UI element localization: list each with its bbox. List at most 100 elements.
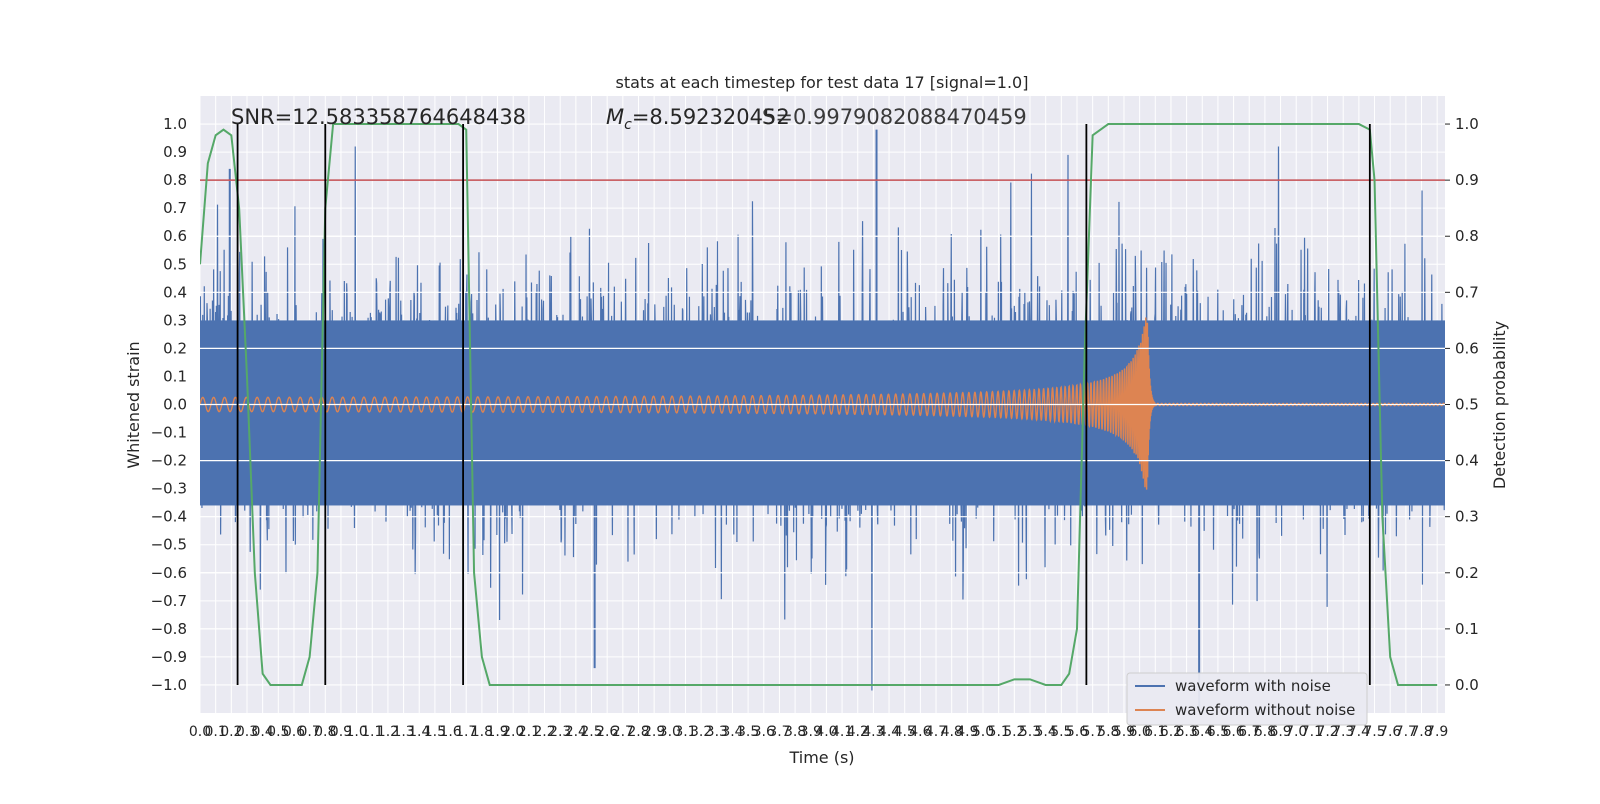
x-tick-label: 6.5 bbox=[1207, 724, 1229, 740]
legend-box bbox=[1126, 672, 1368, 726]
x-tick-label: 5.6 bbox=[1066, 724, 1088, 740]
y-tick-label: 0.5 bbox=[163, 255, 187, 273]
vertical-markers bbox=[236, 124, 1371, 685]
x-tick-label: 0.8 bbox=[314, 724, 336, 740]
x-tick-label: 4.9 bbox=[956, 724, 978, 740]
x-tick-label: 1.0 bbox=[345, 724, 367, 740]
x-tick-label: 6.1 bbox=[1144, 724, 1166, 740]
x-tick-label: 3.1 bbox=[674, 724, 696, 740]
second-annotation: S=0.9979082088470459 bbox=[762, 105, 1027, 129]
x-tick-label: 1.2 bbox=[377, 724, 399, 740]
x-tick-label: 1.8 bbox=[471, 724, 493, 740]
y-tick-label: 0.2 bbox=[163, 339, 187, 357]
x-tick-label: 0.3 bbox=[236, 724, 258, 740]
y2-axis-label: Detection probability bbox=[1490, 321, 1509, 489]
y2-tick-label: 1.0 bbox=[1455, 115, 1479, 133]
x-tick-label: 4.8 bbox=[941, 724, 963, 740]
y-tick-label: 0.9 bbox=[163, 143, 187, 161]
x-tick-label: 6.6 bbox=[1222, 724, 1244, 740]
series-waveform-without-noise bbox=[200, 317, 1445, 490]
x-tick-label: 7.5 bbox=[1363, 724, 1385, 740]
y2-tick-label: 0.3 bbox=[1455, 508, 1479, 526]
x-tick-label: 2.3 bbox=[549, 724, 571, 740]
x-tick-label: 4.3 bbox=[862, 724, 884, 740]
x-tick-label: 6.9 bbox=[1269, 724, 1291, 740]
x-tick-label: 6.0 bbox=[1128, 724, 1150, 740]
y2-tick-label: 0.4 bbox=[1455, 452, 1479, 470]
x-tick-label: 0.5 bbox=[267, 724, 289, 740]
x-tick-label: 5.1 bbox=[988, 724, 1010, 740]
x-tick-label: 1.4 bbox=[408, 724, 430, 740]
x-tick-label: 4.6 bbox=[909, 724, 931, 740]
x-tick-label: 3.0 bbox=[659, 724, 681, 740]
x-tick-label: 5.5 bbox=[1050, 724, 1072, 740]
x-tick-label: 1.5 bbox=[424, 724, 446, 740]
x-tick-label: 0.9 bbox=[330, 724, 352, 740]
x-tick-label: 3.5 bbox=[737, 724, 759, 740]
second-prefix: S bbox=[762, 105, 775, 129]
x-tick-label: 6.8 bbox=[1254, 724, 1276, 740]
y-tick-label: 0.0 bbox=[163, 396, 187, 414]
x-tick-label: 3.4 bbox=[721, 724, 743, 740]
clean-trace bbox=[200, 317, 1445, 490]
x-tick-label: 1.1 bbox=[361, 724, 383, 740]
x-tick-label: 5.7 bbox=[1082, 724, 1104, 740]
x-tick-label: 0.0 bbox=[189, 724, 211, 740]
y2-tick-label: 0.6 bbox=[1455, 339, 1479, 357]
y-tick-label: 0.7 bbox=[163, 199, 187, 217]
x-tick-label: 2.2 bbox=[533, 724, 555, 740]
x-tick-label: 2.1 bbox=[518, 724, 540, 740]
x-tick-label: 2.6 bbox=[596, 724, 618, 740]
y-tick-label: 0.8 bbox=[163, 171, 187, 189]
y-tick-label: −0.1 bbox=[151, 424, 187, 442]
x-tick-label: 0.6 bbox=[283, 724, 305, 740]
x-tick-label: 2.0 bbox=[502, 724, 524, 740]
y-tick-label: 0.6 bbox=[163, 227, 187, 245]
x-tick-label: 6.7 bbox=[1238, 724, 1260, 740]
x-tick-label: 4.5 bbox=[894, 724, 916, 740]
y-tick-label: 1.0 bbox=[163, 115, 187, 133]
x-tick-label: 2.7 bbox=[612, 724, 634, 740]
legend-label-noise: waveform with noise bbox=[1175, 677, 1331, 695]
y-axis-ticks: −1.0 −0.9 −0.8 −0.7 −0.6 −0.5 −0.4 −0.3 −0.2 −0.1… bbox=[151, 115, 187, 694]
y2-tick-label: 0.0 bbox=[1455, 676, 1479, 694]
x-tick-label: 7.4 bbox=[1348, 724, 1370, 740]
y2-tick-label: 0.7 bbox=[1455, 283, 1479, 301]
x-tick-label: 7.3 bbox=[1332, 724, 1354, 740]
y-tick-label: −0.9 bbox=[151, 648, 187, 666]
y2-tick-label: 0.2 bbox=[1455, 564, 1479, 582]
y-tick-label: −0.6 bbox=[151, 564, 187, 582]
x-tick-label: 1.9 bbox=[486, 724, 508, 740]
probability-trace bbox=[200, 123, 1438, 686]
y-tick-label: −0.4 bbox=[151, 508, 187, 526]
snr-annotation: SNR=12.583358764648438 bbox=[231, 105, 526, 129]
x-tick-label: 3.9 bbox=[800, 724, 822, 740]
x-tick-label: 5.8 bbox=[1097, 724, 1119, 740]
second-value: =0.9979082088470459 bbox=[775, 105, 1026, 129]
x-tick-label: 6.4 bbox=[1191, 724, 1213, 740]
x-tick-label: 7.1 bbox=[1301, 724, 1323, 740]
x-tick-label: 6.3 bbox=[1175, 724, 1197, 740]
x-tick-label: 7.9 bbox=[1426, 724, 1448, 740]
mc-symbol: M bbox=[606, 105, 624, 129]
x-tick-label: 5.3 bbox=[1019, 724, 1041, 740]
y-tick-label: −0.7 bbox=[151, 592, 187, 610]
y-tick-label: −0.5 bbox=[151, 536, 187, 554]
x-tick-label: 0.4 bbox=[252, 724, 274, 740]
x-tick-label: 3.6 bbox=[753, 724, 775, 740]
x-tick-label: 3.8 bbox=[784, 724, 806, 740]
x-tick-label: 1.7 bbox=[455, 724, 477, 740]
y2-tick-label: 0.8 bbox=[1455, 227, 1479, 245]
x-tick-label: 1.3 bbox=[392, 724, 414, 740]
y-tick-label: −0.8 bbox=[151, 620, 187, 638]
x-tick-label: 0.2 bbox=[220, 724, 242, 740]
legend: waveform with noise waveform without noi… bbox=[1126, 672, 1368, 726]
x-tick-label: 4.4 bbox=[878, 724, 900, 740]
x-tick-label: 6.2 bbox=[1160, 724, 1182, 740]
y2-tick-label: 0.1 bbox=[1455, 620, 1479, 638]
mc-value: =8.592320452 bbox=[632, 105, 790, 129]
x-tick-label: 3.3 bbox=[706, 724, 728, 740]
x-tick-label: 7.0 bbox=[1285, 724, 1307, 740]
x-tick-label: 5.4 bbox=[1035, 724, 1057, 740]
x-tick-label: 4.0 bbox=[815, 724, 837, 740]
